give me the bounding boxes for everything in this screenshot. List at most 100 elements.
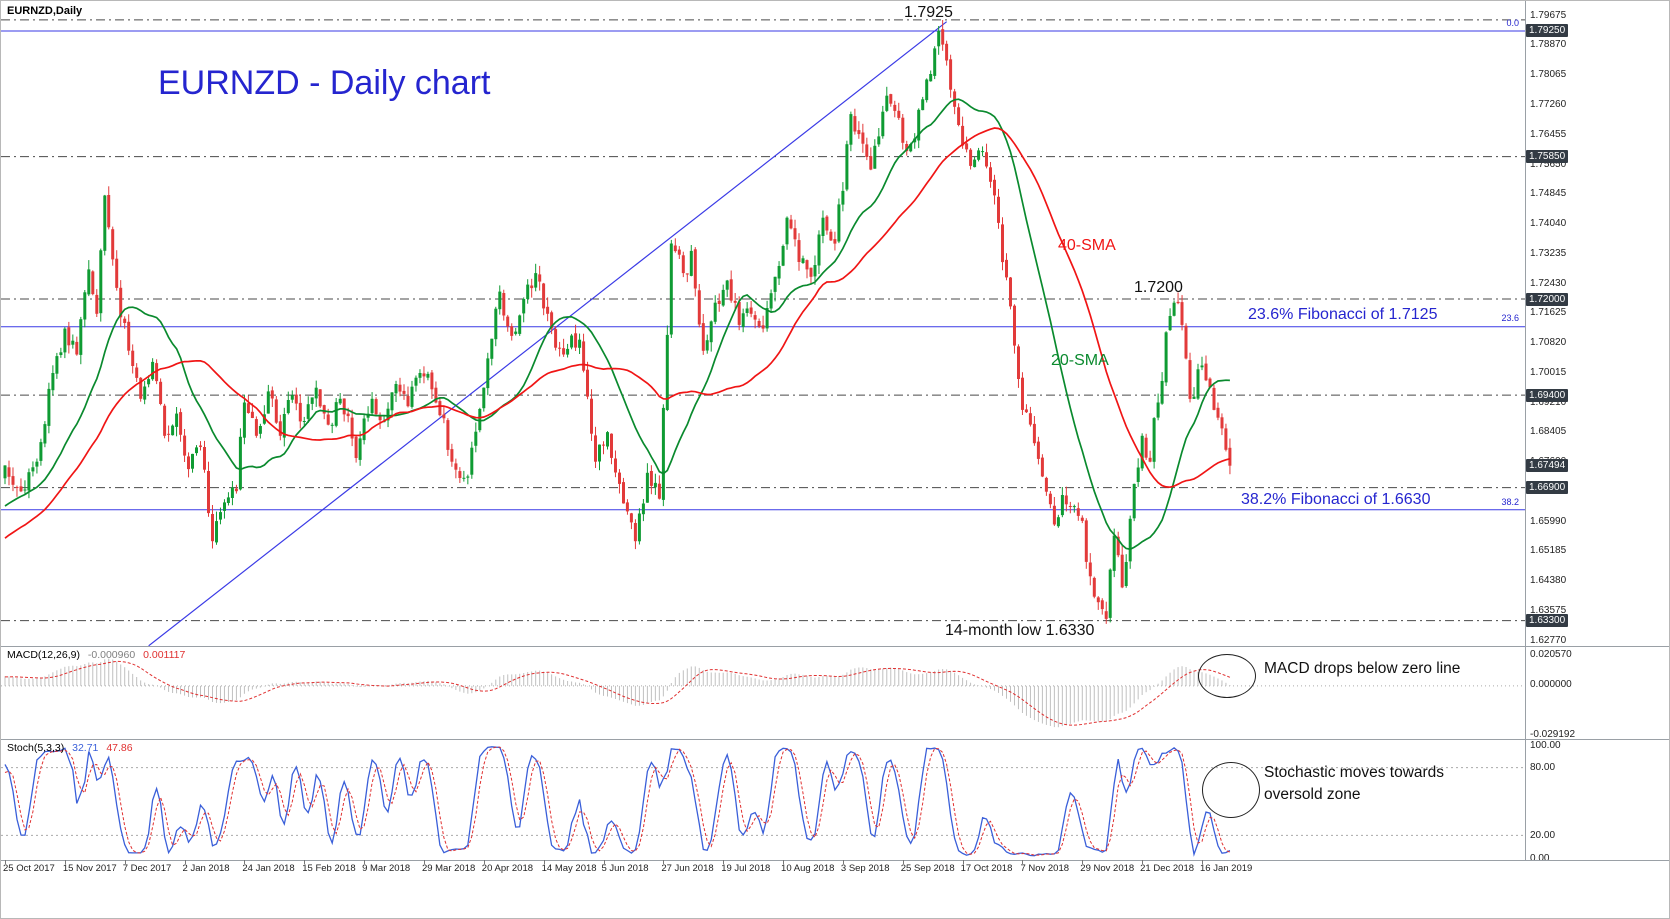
candles-group	[3, 20, 1232, 624]
price-axis-label: 1.73235	[1530, 247, 1567, 259]
stochastic-annotation-line1: Stochastic moves towards	[1264, 764, 1445, 781]
panel-separator[interactable]	[1, 739, 1669, 740]
sma40-annotation: 40-SMA	[1058, 237, 1116, 254]
chart-title-annotation: EURNZD - Daily chart	[158, 64, 491, 102]
time-axis-label: 20 Apr 2018	[481, 863, 534, 874]
indicator-axis[interactable]: 0.020570 0.000000 -0.029192 100.00 80.00 20.0…	[1525, 646, 1669, 861]
stoch-name: Stoch(5,3,3)	[7, 742, 65, 754]
time-axis-tick	[5, 860, 6, 864]
price-axis-label: 1.76455	[1530, 128, 1567, 140]
time-axis-tick	[543, 860, 545, 864]
stochastic-label: Stoch(5,3,3) 32.71 47.86	[7, 742, 133, 754]
stoch-axis-label: 100.00	[1530, 739, 1561, 751]
time-axis-label: 25 Oct 2017	[3, 863, 55, 874]
price-axis-label: 1.72430	[1530, 277, 1567, 289]
price-axis-separator	[1525, 1, 1526, 860]
price-axis-label: 1.75650	[1530, 158, 1567, 170]
time-axis-label: 2 Jan 2018	[182, 863, 230, 874]
main-chart-canvas[interactable]	[1, 1, 1525, 646]
peak-price-annotation: 1.7925	[904, 4, 953, 21]
time-axis[interactable]: 25 Oct 2017 15 Nov 2017 7 Dec 2017 2 Jan 20…	[1, 860, 1525, 918]
price-axis-label: 1.68405	[1530, 426, 1567, 438]
time-axis-tick	[423, 860, 425, 864]
price-axis-label: 1.70015	[1530, 366, 1567, 378]
time-axis-tick	[783, 860, 785, 864]
price-axis-label-highlighted: 1.75850	[1526, 150, 1569, 164]
time-axis-tick	[184, 860, 186, 864]
time-axis-label: 29 Mar 2018	[421, 863, 476, 874]
panel-separator[interactable]	[1, 646, 1669, 647]
time-axis-tick	[1202, 860, 1203, 864]
time-axis-label: 24 Jan 2018	[242, 863, 295, 874]
sma40-line	[4, 127, 1231, 539]
time-axis-tick	[1082, 860, 1084, 864]
price-axis-label-highlighted: 1.79250	[1526, 24, 1569, 38]
sma20-annotation: 20-SMA	[1051, 352, 1109, 369]
macd-name: MACD(12,26,9)	[7, 649, 80, 661]
price-axis-label-highlighted: 1.69400	[1526, 388, 1569, 402]
time-axis-tick	[1142, 860, 1144, 864]
stoch-axis-label: 0.00	[1530, 852, 1550, 861]
low-annotation: 14-month low 1.6330	[945, 622, 1095, 639]
time-axis-label: 7 Nov 2018	[1020, 863, 1070, 874]
time-axis-label: 19 Jul 2018	[721, 863, 771, 874]
macd-canvas[interactable]	[1, 647, 1525, 739]
time-axis-tick	[962, 860, 964, 864]
macd-annotation: MACD drops below zero line	[1264, 660, 1461, 677]
time-axis-tick	[842, 860, 844, 864]
macd-signal-line	[5, 660, 1231, 726]
stochastic-highlight-ellipse	[1202, 762, 1260, 818]
time-axis-tick	[603, 860, 605, 864]
price-axis-label: 1.71625	[1530, 307, 1567, 319]
price-axis-label: 1.65185	[1530, 545, 1567, 557]
stoch-value-main: 32.71	[72, 742, 99, 754]
price-axis-label: 1.65990	[1530, 515, 1567, 527]
time-axis-label: 17 Oct 2018	[960, 863, 1013, 874]
stoch-k-line	[4, 746, 1231, 857]
fib-0-tag: 0.0	[1506, 18, 1519, 28]
stochastic-annotation-line2: oversold zone	[1264, 786, 1361, 803]
time-axis-label: 15 Nov 2017	[62, 863, 117, 874]
stoch-axis-label: 20.00	[1530, 829, 1556, 841]
time-axis-label: 21 Dec 2018	[1140, 863, 1195, 874]
stoch-d-line	[4, 746, 1231, 856]
stoch-value-signal: 47.86	[106, 742, 133, 754]
price-axis-label: 1.64380	[1530, 575, 1567, 587]
time-axis-label: 27 Jun 2018	[661, 863, 714, 874]
price-axis-label-highlighted: 1.72000	[1526, 292, 1569, 306]
price-axis-label-highlighted: 1.66900	[1526, 481, 1569, 495]
sma20-line	[4, 98, 1230, 551]
price-axis-label: 1.62770	[1530, 634, 1567, 646]
macd-label: MACD(12,26,9) -0.000960 0.001117	[7, 649, 185, 661]
symbol-timeframe-label: EURNZD,Daily	[7, 5, 83, 17]
macd-histogram	[4, 658, 1231, 728]
macd-axis-label: 0.000000	[1530, 679, 1572, 691]
time-axis-label: 9 Mar 2018	[362, 863, 411, 874]
time-axis-label: 3 Sep 2018	[840, 863, 890, 874]
macd-value-main: -0.000960	[87, 649, 136, 661]
fib-382-tag: 38.2	[1501, 497, 1519, 507]
price-axis-label: 1.77260	[1530, 99, 1567, 111]
price-axis-label-highlighted: 1.63300	[1526, 614, 1569, 628]
fib-236-tag: 23.6	[1501, 313, 1519, 323]
price-axis[interactable]: 1.79675 1.78870 1.78065 1.77260 1.76455 1.756…	[1525, 1, 1669, 646]
fib-236-annotation: 23.6% Fibonacci of 1.7125	[1248, 306, 1438, 323]
time-axis-label: 15 Feb 2018	[302, 863, 356, 874]
time-axis-label: 29 Nov 2018	[1080, 863, 1135, 874]
price-axis-label: 1.70820	[1530, 337, 1567, 349]
level-1720-annotation: 1.7200	[1134, 279, 1183, 296]
time-axis-tick	[663, 860, 665, 864]
support-resistance-lines	[1, 19, 1525, 622]
time-axis-tick	[483, 860, 485, 864]
time-axis-tick	[364, 860, 366, 864]
price-axis-label: 1.74845	[1530, 188, 1567, 200]
stochastic-canvas[interactable]	[1, 740, 1525, 860]
price-axis-label: 1.69210	[1530, 396, 1567, 408]
time-axis-label: 25 Sep 2018	[900, 863, 955, 874]
time-axis-label: 16 Jan 2019	[1200, 863, 1253, 874]
time-axis-tick	[902, 860, 904, 864]
time-axis-tick	[124, 860, 126, 864]
time-axis-separator	[1, 860, 1669, 861]
time-axis-tick	[1022, 860, 1024, 864]
